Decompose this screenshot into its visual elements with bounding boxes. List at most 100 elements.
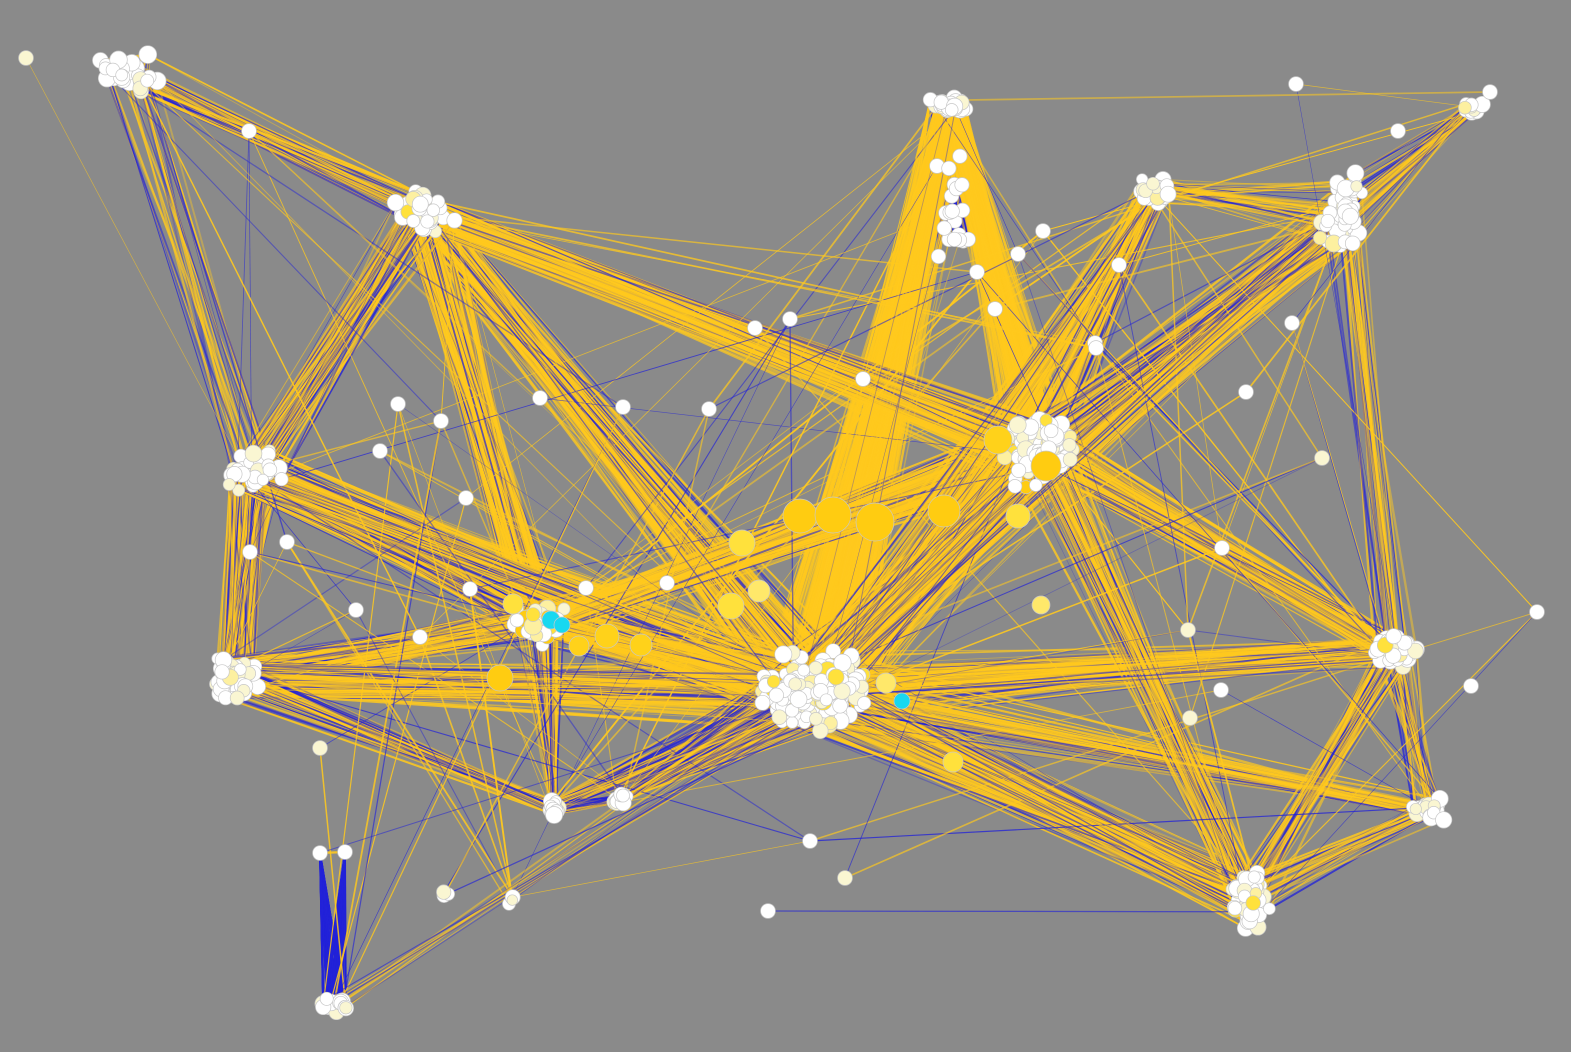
- graph-node[interactable]: [1009, 416, 1027, 434]
- graph-node[interactable]: [229, 690, 245, 706]
- graph-node[interactable]: [214, 664, 230, 680]
- graph-node[interactable]: [234, 663, 247, 676]
- graph-node[interactable]: [808, 661, 823, 675]
- graph-hub-node[interactable]: [747, 579, 771, 603]
- graph-node[interactable]: [1385, 628, 1402, 645]
- graph-node[interactable]: [969, 264, 985, 280]
- graph-node[interactable]: [557, 602, 571, 616]
- graph-node[interactable]: [390, 396, 406, 412]
- graph-node[interactable]: [509, 613, 525, 628]
- graph-node[interactable]: [788, 677, 802, 691]
- graph-node[interactable]: [797, 663, 810, 677]
- graph-node[interactable]: [1214, 540, 1230, 556]
- graph-hub-node[interactable]: [717, 592, 745, 620]
- graph-node[interactable]: [944, 103, 959, 117]
- graph-node[interactable]: [312, 740, 328, 756]
- graph-node[interactable]: [760, 903, 776, 919]
- graph-hub-node[interactable]: [875, 672, 897, 694]
- graph-node[interactable]: [1213, 682, 1229, 698]
- graph-node[interactable]: [701, 401, 717, 417]
- graph-hub-node[interactable]: [1031, 595, 1051, 615]
- graph-hub-node[interactable]: [502, 593, 524, 615]
- graph-node[interactable]: [242, 544, 258, 560]
- graph-node[interactable]: [433, 413, 449, 429]
- graph-node[interactable]: [115, 68, 129, 82]
- graph-node[interactable]: [1180, 622, 1196, 638]
- graph-node[interactable]: [1159, 185, 1177, 203]
- graph-node[interactable]: [241, 123, 257, 139]
- graph-node[interactable]: [754, 694, 771, 711]
- graph-node[interactable]: [372, 443, 388, 459]
- graph-node[interactable]: [946, 231, 962, 247]
- graph-node[interactable]: [1245, 895, 1261, 911]
- graph-node[interactable]: [462, 581, 478, 597]
- graph-hub-node[interactable]: [594, 623, 620, 649]
- graph-node[interactable]: [789, 690, 808, 708]
- graph-hub-node[interactable]: [927, 494, 961, 528]
- graph-node[interactable]: [525, 607, 541, 622]
- graph-highlight-node[interactable]: [893, 692, 911, 710]
- graph-node[interactable]: [1313, 230, 1328, 245]
- graph-hub-node[interactable]: [486, 664, 514, 692]
- graph-node[interactable]: [825, 643, 841, 659]
- graph-node[interactable]: [615, 399, 631, 415]
- graph-node[interactable]: [1238, 384, 1254, 400]
- graph-hub-node[interactable]: [629, 633, 653, 657]
- graph-node[interactable]: [774, 645, 793, 664]
- graph-hub-node[interactable]: [568, 635, 590, 657]
- graph-node[interactable]: [1227, 900, 1243, 916]
- graph-node[interactable]: [1350, 180, 1363, 193]
- graph-node[interactable]: [823, 715, 838, 731]
- graph-node[interactable]: [819, 693, 833, 707]
- graph-node[interactable]: [930, 248, 947, 264]
- graph-node[interactable]: [1043, 423, 1059, 439]
- graph-node[interactable]: [532, 390, 548, 406]
- graph-node[interactable]: [936, 220, 952, 236]
- graph-node[interactable]: [833, 653, 852, 672]
- graph-node[interactable]: [1035, 223, 1051, 239]
- graph-hub-node[interactable]: [728, 529, 756, 557]
- graph-node[interactable]: [244, 444, 263, 463]
- graph-node[interactable]: [545, 806, 563, 824]
- graph-node[interactable]: [1529, 604, 1545, 620]
- graph-highlight-node[interactable]: [553, 616, 571, 634]
- graph-node[interactable]: [446, 212, 463, 229]
- graph-node[interactable]: [987, 301, 1003, 317]
- graph-node[interactable]: [411, 195, 429, 213]
- graph-hub-node[interactable]: [855, 502, 895, 542]
- graph-hub-node[interactable]: [782, 498, 818, 534]
- graph-hub-node[interactable]: [983, 425, 1013, 455]
- graph-node[interactable]: [1458, 100, 1472, 115]
- graph-node[interactable]: [766, 674, 781, 689]
- graph-node[interactable]: [319, 991, 334, 1006]
- graph-node[interactable]: [747, 320, 763, 336]
- graph-node[interactable]: [1407, 642, 1424, 660]
- graph-node[interactable]: [1409, 802, 1422, 816]
- graph-node[interactable]: [506, 894, 518, 906]
- graph-node[interactable]: [339, 1001, 353, 1015]
- graph-node[interactable]: [1341, 207, 1359, 225]
- graph-node[interactable]: [1346, 164, 1365, 183]
- graph-node[interactable]: [952, 148, 968, 164]
- graph-hub-node[interactable]: [827, 668, 845, 686]
- graph-node[interactable]: [944, 203, 960, 219]
- graph-node[interactable]: [659, 575, 675, 591]
- graph-node[interactable]: [954, 177, 970, 193]
- graph-node[interactable]: [426, 203, 440, 217]
- graph-node[interactable]: [1111, 257, 1127, 273]
- graph-node[interactable]: [222, 478, 236, 491]
- graph-node[interactable]: [768, 687, 784, 703]
- graph-node[interactable]: [420, 214, 435, 229]
- graph-node[interactable]: [1463, 678, 1479, 694]
- graph-node[interactable]: [1146, 176, 1160, 191]
- graph-node[interactable]: [274, 472, 289, 487]
- graph-node[interactable]: [348, 602, 364, 618]
- graph-node[interactable]: [262, 462, 278, 478]
- graph-node[interactable]: [18, 50, 34, 66]
- graph-node[interactable]: [412, 629, 428, 645]
- graph-node[interactable]: [1029, 478, 1043, 492]
- graph-node[interactable]: [782, 311, 798, 327]
- graph-node[interactable]: [1320, 213, 1335, 229]
- graph-node[interactable]: [578, 580, 594, 596]
- graph-node[interactable]: [1007, 479, 1023, 494]
